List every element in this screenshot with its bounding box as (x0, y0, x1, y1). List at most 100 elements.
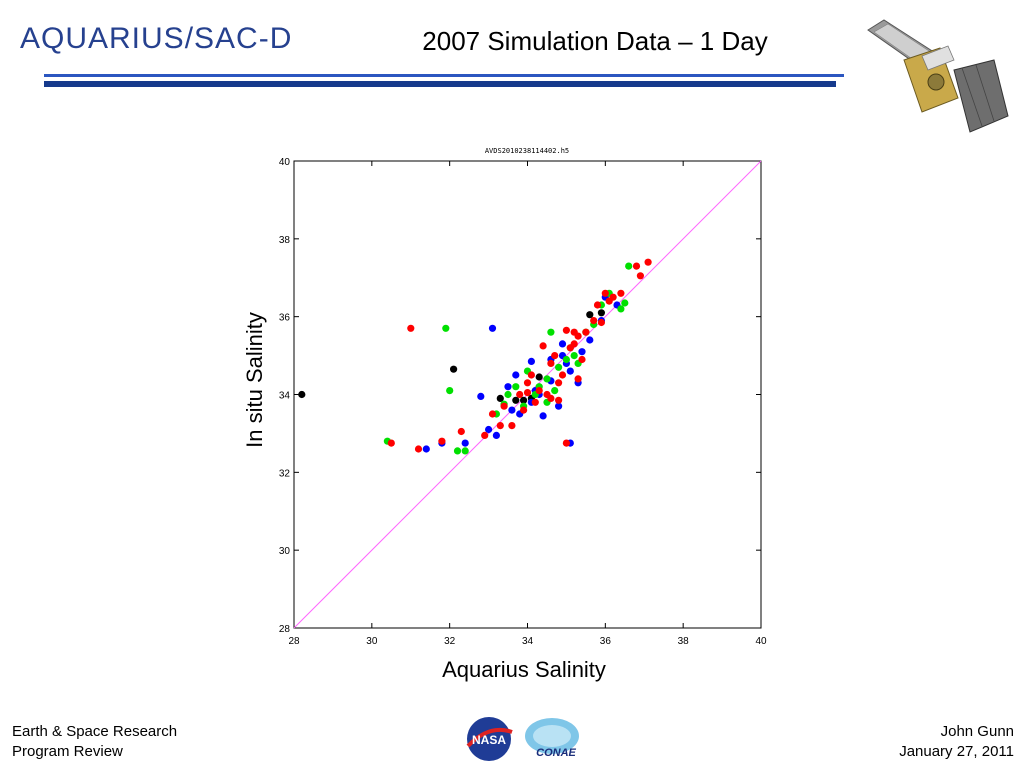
y-tick-label: 28 (279, 624, 291, 635)
data-point-red (535, 387, 543, 395)
data-point-red (562, 439, 571, 447)
x-tick-label: 40 (755, 636, 767, 647)
data-point-red (597, 318, 606, 327)
data-point-red (500, 402, 508, 410)
data-point-green (461, 447, 469, 455)
data-point-red (632, 262, 641, 270)
data-point-black (496, 394, 504, 402)
data-point-red (590, 317, 598, 325)
data-point-blue (477, 392, 485, 400)
data-point-red (481, 431, 489, 439)
x-axis-label: Aquarius Salinity (442, 657, 606, 682)
data-point-green (547, 328, 555, 336)
data-point-blue (539, 412, 547, 420)
x-tick-label: 36 (600, 636, 612, 647)
data-point-red (601, 289, 609, 297)
header-rule-thin (44, 74, 844, 77)
data-point-blue (578, 348, 586, 356)
data-point-green (570, 352, 578, 360)
data-point-green (504, 390, 512, 399)
data-point-blue (488, 324, 497, 332)
data-point-green (512, 383, 520, 391)
nasa-logo: NASA (466, 717, 513, 761)
data-point-red (570, 328, 578, 336)
data-point-red (516, 390, 524, 399)
data-point-blue (461, 439, 469, 447)
data-point-red (523, 389, 532, 397)
data-point-blue (566, 367, 574, 375)
footer-org-line1: Earth & Space Research (12, 723, 178, 740)
data-point-green (442, 324, 450, 332)
data-point-red (520, 406, 528, 414)
satellite-image (867, 19, 1009, 133)
data-point-red (636, 272, 645, 280)
data-point-blue (558, 340, 567, 348)
data-point-blue (485, 425, 493, 434)
data-point-blue (504, 383, 512, 391)
data-point-blue (422, 445, 430, 453)
y-tick-label: 32 (279, 468, 291, 479)
data-point-red (570, 340, 578, 348)
data-point-red (496, 422, 504, 430)
data-point-red (551, 352, 559, 360)
data-point-black (298, 390, 306, 399)
data-point-red (438, 437, 446, 445)
data-point-red (578, 355, 586, 364)
data-point-black (512, 396, 520, 404)
data-point-blue (492, 431, 500, 439)
x-tick-label: 30 (366, 636, 378, 647)
data-point-black (586, 311, 594, 319)
data-point-red (531, 398, 539, 406)
y-tick-label: 40 (279, 157, 291, 168)
data-point-green (543, 375, 551, 383)
footer-date: January 27, 2011 (899, 743, 1014, 760)
x-tick-label: 32 (444, 636, 456, 647)
nasa-logo-text: NASA (472, 733, 506, 747)
conae-logo-text: CONAE (536, 747, 576, 759)
conae-logo: CONAE (525, 718, 579, 759)
plot-title: AVDS2010238114402.h5 (485, 147, 569, 155)
data-point-green (453, 447, 462, 455)
data-point-red (414, 445, 423, 453)
data-point-green (562, 355, 571, 364)
data-point-red (457, 427, 465, 436)
footer-right: John Gunn January 27, 2011 (899, 722, 1014, 762)
y-tick-label: 34 (279, 391, 291, 402)
footer-left: Earth & Space Research Program Review (12, 722, 177, 762)
y-tick-label: 38 (279, 235, 291, 246)
data-point-red (527, 371, 536, 379)
data-point-red (523, 379, 532, 387)
y-tick-label: 36 (279, 313, 291, 324)
data-point-black (535, 373, 543, 381)
aquarius-sacd-logo: AQUARIUS/SAC-D (20, 22, 293, 55)
data-point-green (555, 363, 563, 371)
data-point-red (539, 342, 547, 350)
data-point-black (520, 396, 528, 404)
data-point-red (644, 258, 652, 266)
data-point-red (543, 390, 551, 399)
data-point-green (446, 387, 454, 395)
data-point-green (551, 387, 559, 395)
data-point-red (582, 328, 590, 336)
data-point-red (407, 324, 415, 332)
footer-org-line2: Program Review (12, 743, 123, 760)
data-point-black (450, 365, 458, 373)
data-point-red (593, 301, 602, 309)
y-tick-label: 30 (279, 546, 291, 557)
data-point-red (562, 326, 571, 334)
slide-title: 2007 Simulation Data – 1 Day (422, 26, 768, 56)
data-point-blue (586, 336, 594, 344)
x-tick-label: 28 (288, 636, 300, 647)
data-point-red (488, 410, 497, 418)
footer-presenter: John Gunn (940, 723, 1014, 740)
header-rule-thick (44, 81, 836, 87)
data-point-red (574, 375, 582, 383)
data-point-red (508, 422, 516, 430)
data-point-red (387, 439, 395, 447)
data-point-red (605, 297, 613, 305)
data-point-red (555, 379, 563, 387)
x-tick-label: 34 (522, 636, 534, 647)
data-point-green (617, 305, 625, 313)
data-point-green (621, 299, 629, 307)
